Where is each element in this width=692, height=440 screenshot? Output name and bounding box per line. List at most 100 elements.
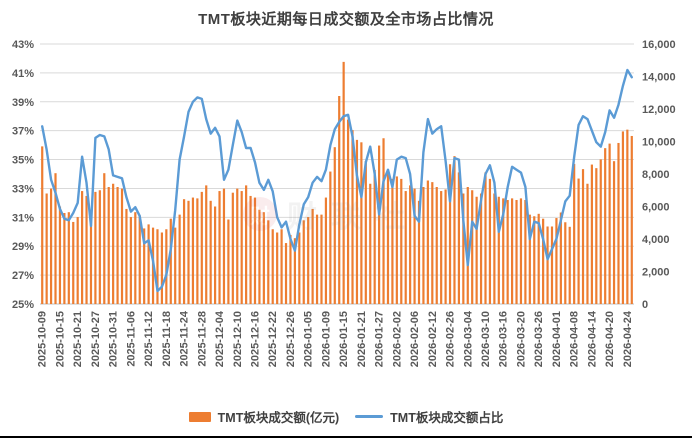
- bar: [444, 189, 447, 304]
- bar: [49, 188, 53, 305]
- bar: [612, 161, 616, 304]
- bar: [400, 178, 403, 305]
- bar: [245, 185, 248, 305]
- bar: [382, 138, 385, 304]
- bar: [479, 193, 483, 304]
- bar: [351, 130, 354, 305]
- svg-text:8,000: 8,000: [642, 169, 670, 181]
- bar: [205, 185, 208, 305]
- svg-text:2025-12-16: 2025-12-16: [249, 311, 261, 367]
- bar: [626, 129, 629, 304]
- bar: [120, 188, 124, 305]
- svg-text:2025-11-24: 2025-11-24: [179, 310, 191, 367]
- bar: [236, 188, 239, 305]
- bar: [89, 214, 93, 305]
- svg-text:2025-11-18: 2025-11-18: [161, 311, 173, 367]
- bar-series-swatch: [188, 411, 211, 422]
- bar: [187, 200, 190, 304]
- bar: [147, 224, 150, 305]
- bar: [524, 200, 527, 304]
- x-axis-labels: 2025-10-09 2025-10-15 2025-10-21 2025-10-27…: [37, 310, 634, 367]
- bar: [586, 183, 589, 304]
- legend-label-turnover: TMT板块成交额(亿元): [217, 411, 340, 425]
- bar: [125, 208, 128, 304]
- bar: [528, 214, 531, 305]
- svg-text:2026-01-21: 2026-01-21: [356, 311, 368, 367]
- bar: [471, 190, 474, 304]
- bar: [293, 238, 296, 304]
- bottom-edge-line: [0, 436, 692, 438]
- bar: [506, 200, 509, 304]
- svg-text:10,000: 10,000: [642, 137, 676, 149]
- bar: [431, 182, 434, 305]
- bar: [112, 183, 115, 304]
- svg-text:2025-10-31: 2025-10-31: [108, 311, 120, 367]
- bar: [276, 232, 279, 304]
- bar: [174, 227, 177, 305]
- svg-text:2026-03-20: 2026-03-20: [515, 311, 527, 367]
- bar: [182, 199, 186, 304]
- bar: [67, 212, 70, 304]
- bar: [143, 228, 146, 304]
- bar: [577, 178, 580, 304]
- bar: [515, 200, 518, 304]
- bar: [58, 206, 62, 304]
- right-axis-labels: 16,000 14,000 12,000 10,000 8,000 6,000 4,000 2…: [642, 39, 676, 311]
- bar: [342, 61, 345, 305]
- bar: [404, 191, 407, 304]
- bar: [54, 173, 57, 304]
- svg-text:2025-10-09: 2025-10-09: [37, 311, 49, 367]
- bar: [630, 135, 633, 304]
- bar: [129, 217, 132, 304]
- svg-text:35%: 35%: [12, 155, 34, 167]
- bar: [249, 195, 252, 304]
- bar: [391, 178, 394, 305]
- bar: [218, 191, 221, 304]
- bar: [550, 226, 554, 304]
- svg-text:31%: 31%: [12, 212, 34, 224]
- svg-text:2025-12-26: 2025-12-26: [285, 311, 297, 367]
- svg-text:16,000: 16,000: [642, 39, 676, 51]
- bar: [103, 173, 106, 304]
- svg-text:14,000: 14,000: [642, 72, 676, 84]
- svg-text:2025-10-21: 2025-10-21: [72, 311, 84, 367]
- bar: [324, 197, 328, 304]
- bar: [369, 183, 372, 304]
- bar: [160, 232, 163, 304]
- bar: [595, 168, 598, 304]
- svg-text:2026-02-12: 2026-02-12: [427, 311, 439, 367]
- bar: [41, 146, 44, 305]
- bar: [302, 220, 305, 304]
- bar: [581, 169, 585, 305]
- line-series-swatch: [355, 415, 384, 418]
- svg-text:29%: 29%: [12, 241, 34, 253]
- ratio-line: [41, 68, 633, 293]
- bar: [222, 188, 226, 305]
- svg-text:2026-02-06: 2026-02-06: [409, 311, 421, 367]
- svg-text:2026-01-05: 2026-01-05: [303, 311, 315, 367]
- chart-title: TMT板块近期每日成交额及全市场占比情况: [198, 11, 494, 28]
- bar: [178, 214, 181, 305]
- bar: [156, 229, 159, 304]
- bar: [94, 191, 97, 305]
- bar: [422, 187, 425, 304]
- bar: [568, 226, 571, 304]
- bar: [590, 164, 593, 304]
- bar: [231, 192, 234, 304]
- bar: [227, 219, 230, 304]
- gridlines: [40, 43, 634, 305]
- bar: [333, 147, 336, 304]
- svg-text:2026-02-02: 2026-02-02: [391, 311, 403, 367]
- svg-text:2026-04-08: 2026-04-08: [569, 311, 581, 367]
- bar: [63, 213, 66, 304]
- bar: [373, 169, 376, 304]
- bar: [298, 232, 301, 304]
- bar: [346, 119, 350, 304]
- bar: [271, 229, 274, 304]
- svg-text:2025-12-04: 2025-12-04: [214, 310, 226, 367]
- bar: [355, 139, 359, 305]
- bar: [462, 193, 465, 304]
- svg-text:27%: 27%: [12, 270, 34, 282]
